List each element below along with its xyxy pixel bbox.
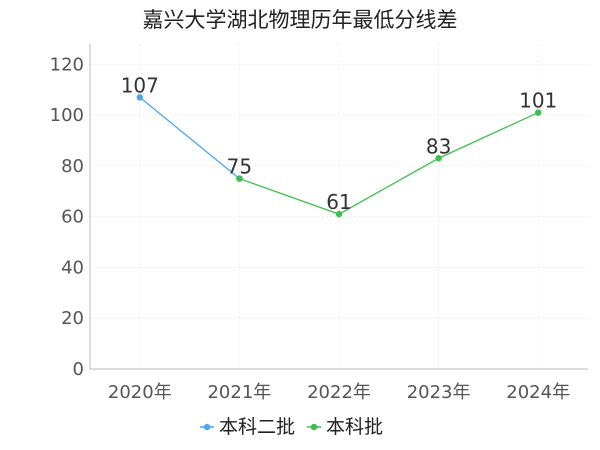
data-point	[236, 175, 243, 182]
x-tick-label: 2021年	[207, 382, 271, 403]
y-tick-label: 0	[73, 359, 84, 380]
legend-item: 本科批	[326, 416, 383, 438]
data-label: 61	[326, 190, 351, 214]
x-tick-label: 2020年	[108, 382, 172, 403]
data-point	[335, 210, 343, 218]
data-point	[136, 94, 143, 101]
y-tick-label: 120	[50, 54, 84, 75]
y-tick-label: 40	[61, 257, 84, 278]
data-label: 75	[227, 155, 252, 179]
data-label: 107	[121, 73, 159, 97]
data-label: 83	[426, 134, 451, 158]
y-tick-label: 80	[61, 156, 84, 177]
legend-item: 本科二批	[219, 416, 295, 438]
chart-title: 嘉兴大学湖北物理历年最低分线差	[142, 8, 458, 32]
data-point	[435, 155, 442, 162]
data-point	[535, 109, 542, 116]
legend-marker	[203, 423, 211, 431]
data-label: 101	[519, 89, 557, 113]
y-tick-label: 100	[50, 105, 84, 126]
y-tick-label: 60	[61, 207, 84, 228]
y-tick-label: 20	[61, 308, 84, 329]
x-tick-label: 2024年	[506, 382, 570, 403]
series-line-1	[239, 111, 539, 215]
x-tick-label: 2023年	[407, 382, 471, 403]
x-tick-label: 2022年	[307, 382, 371, 403]
series-line-0	[139, 96, 240, 180]
legend-marker	[310, 423, 318, 431]
